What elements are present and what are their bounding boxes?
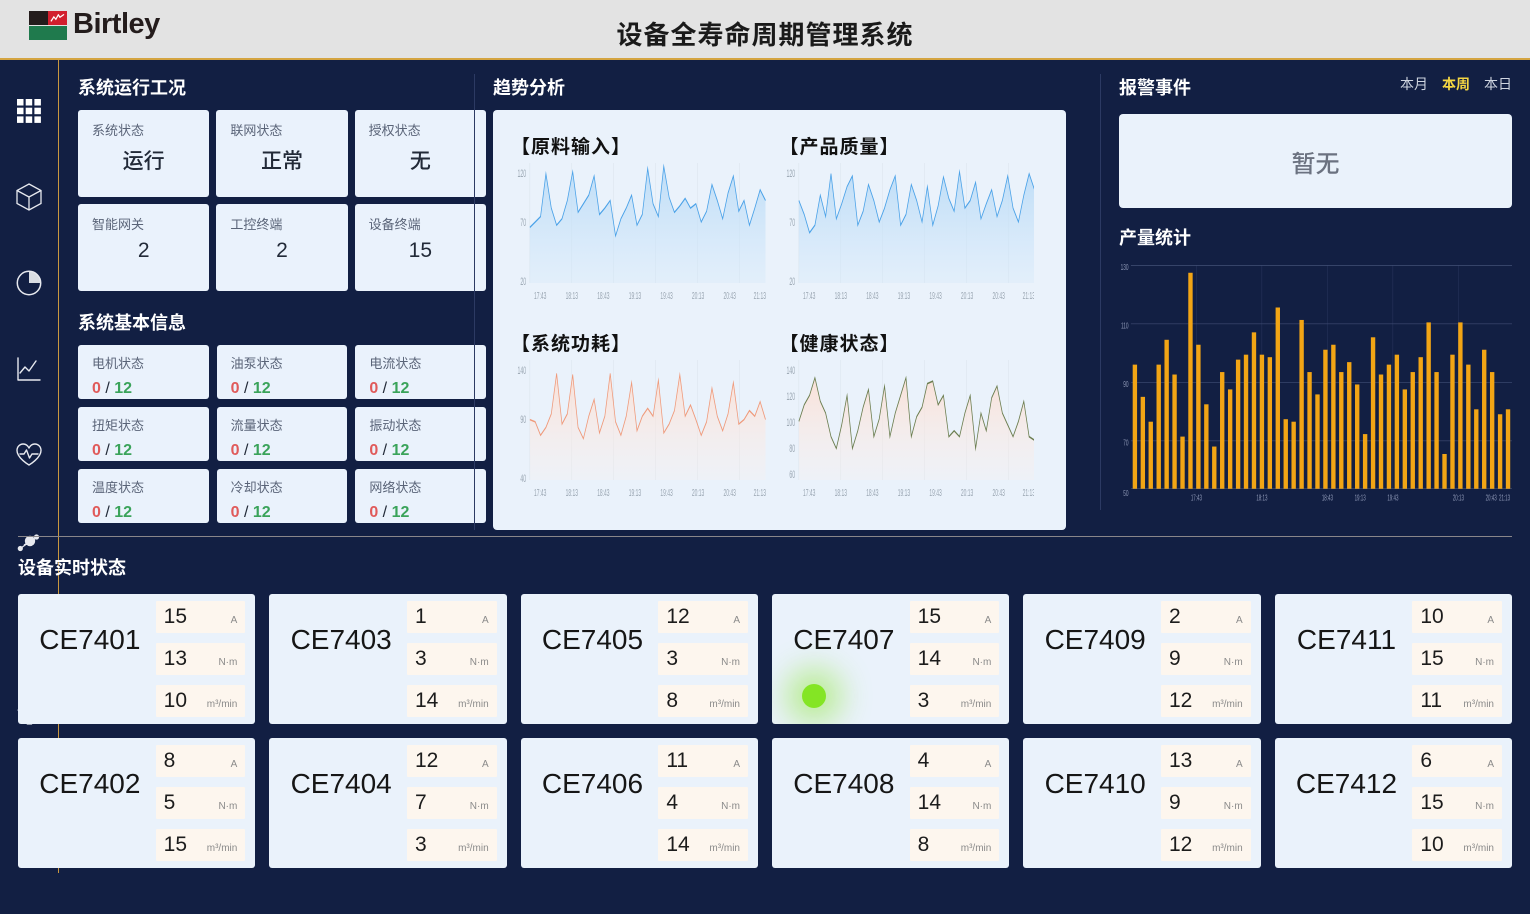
svg-text:17:43: 17:43 (1191, 494, 1202, 503)
svg-text:18:43: 18:43 (866, 290, 879, 302)
svg-text:20: 20 (789, 275, 795, 288)
svg-text:19:13: 19:13 (1355, 494, 1366, 503)
svg-text:18:43: 18:43 (597, 487, 610, 499)
svg-text:19:43: 19:43 (929, 487, 942, 499)
svg-text:19:13: 19:13 (629, 487, 642, 499)
svg-text:90: 90 (1123, 381, 1128, 390)
svg-text:20:43: 20:43 (992, 487, 1005, 499)
svg-text:70: 70 (789, 216, 795, 229)
svg-text:19:13: 19:13 (897, 487, 910, 499)
svg-text:19:43: 19:43 (660, 487, 673, 499)
svg-text:20:13: 20:13 (692, 487, 705, 499)
svg-text:18:43: 18:43 (866, 487, 879, 499)
svg-text:19:43: 19:43 (660, 290, 673, 302)
svg-text:17:43: 17:43 (803, 487, 816, 499)
svg-text:18:13: 18:13 (834, 487, 847, 499)
svg-text:120: 120 (517, 167, 526, 180)
svg-text:21:13: 21:13 (754, 487, 766, 499)
svg-text:18:13: 18:13 (566, 487, 579, 499)
svg-text:21:13: 21:13 (754, 290, 766, 302)
svg-text:110: 110 (1121, 322, 1129, 331)
svg-text:100: 100 (786, 416, 795, 429)
svg-text:18:13: 18:13 (1256, 494, 1267, 503)
svg-text:18:43: 18:43 (1322, 494, 1333, 503)
svg-text:17:43: 17:43 (534, 290, 547, 302)
svg-text:20:43: 20:43 (724, 487, 737, 499)
svg-text:90: 90 (520, 413, 526, 426)
svg-text:80: 80 (789, 442, 795, 455)
svg-text:17:43: 17:43 (534, 487, 547, 499)
svg-text:20:43: 20:43 (992, 290, 1005, 302)
svg-text:20: 20 (520, 275, 526, 288)
svg-text:19:43: 19:43 (1387, 494, 1398, 503)
svg-text:20:43: 20:43 (1486, 494, 1497, 503)
svg-text:18:13: 18:13 (566, 290, 579, 302)
svg-text:50: 50 (1123, 490, 1128, 499)
svg-text:130: 130 (1121, 264, 1129, 273)
svg-text:20:13: 20:13 (692, 290, 705, 302)
svg-text:70: 70 (520, 216, 526, 229)
svg-text:140: 140 (517, 364, 526, 377)
svg-text:17:43: 17:43 (803, 290, 816, 302)
svg-text:40: 40 (520, 472, 526, 485)
svg-text:19:43: 19:43 (929, 290, 942, 302)
svg-text:120: 120 (786, 390, 795, 403)
svg-text:21:13: 21:13 (1499, 494, 1510, 503)
svg-text:20:13: 20:13 (960, 487, 973, 499)
svg-text:70: 70 (1123, 439, 1128, 448)
svg-text:18:13: 18:13 (834, 290, 847, 302)
svg-text:21:13: 21:13 (1022, 487, 1034, 499)
svg-text:20:43: 20:43 (724, 290, 737, 302)
svg-text:19:13: 19:13 (897, 290, 910, 302)
svg-text:20:13: 20:13 (1453, 494, 1464, 503)
svg-text:21:13: 21:13 (1022, 290, 1034, 302)
svg-text:18:43: 18:43 (597, 290, 610, 302)
svg-text:140: 140 (786, 364, 795, 377)
svg-text:19:13: 19:13 (629, 290, 642, 302)
svg-text:120: 120 (786, 167, 795, 180)
svg-text:20:13: 20:13 (960, 290, 973, 302)
